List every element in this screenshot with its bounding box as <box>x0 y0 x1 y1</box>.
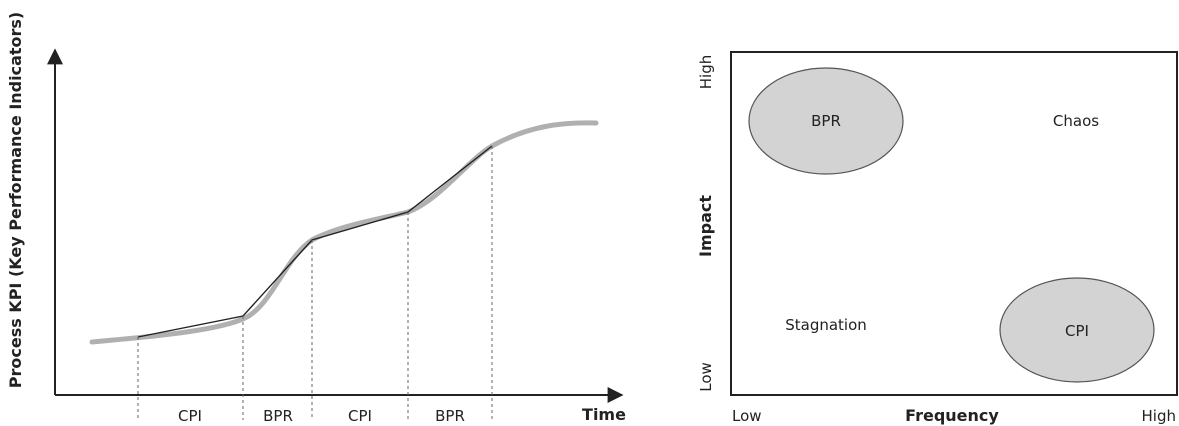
phase-label-cpi-1: CPI <box>178 407 202 425</box>
phase-label-bpr-2: BPR <box>435 407 465 425</box>
kpi-smooth-curve <box>89 120 599 345</box>
impact-frequency-matrix: High Impact Low Low Frequency High BPR C… <box>696 51 1178 425</box>
frequency-low-label: Low <box>732 407 762 425</box>
quadrant-label-chaos: Chaos <box>1053 112 1099 130</box>
impact-axis-label: Impact <box>696 195 715 257</box>
phase-label-bpr-1: BPR <box>263 407 293 425</box>
phase-label-cpi-2: CPI <box>348 407 372 425</box>
cpi-ellipse <box>999 277 1155 383</box>
kpi-piecewise-line <box>137 145 493 338</box>
left-y-axis-label: Process KPI (Key Performance Indicators) <box>6 12 25 389</box>
kpi-over-time-diagram: Process KPI (Key Performance Indicators)… <box>6 12 626 425</box>
bpr-ellipse <box>748 67 904 175</box>
frequency-high-label: High <box>1142 407 1176 425</box>
left-x-axis-label: Time <box>582 405 626 424</box>
quadrant-label-stagnation: Stagnation <box>785 316 867 334</box>
frequency-axis-label: Frequency <box>905 406 999 425</box>
matrix-frame <box>730 51 1178 396</box>
quadrant-label-cpi: CPI <box>1065 322 1089 340</box>
phase-boundaries <box>137 146 493 420</box>
quadrant-label-bpr: BPR <box>811 112 841 130</box>
impact-high-label: High <box>697 55 715 89</box>
impact-low-label: Low <box>697 362 715 392</box>
